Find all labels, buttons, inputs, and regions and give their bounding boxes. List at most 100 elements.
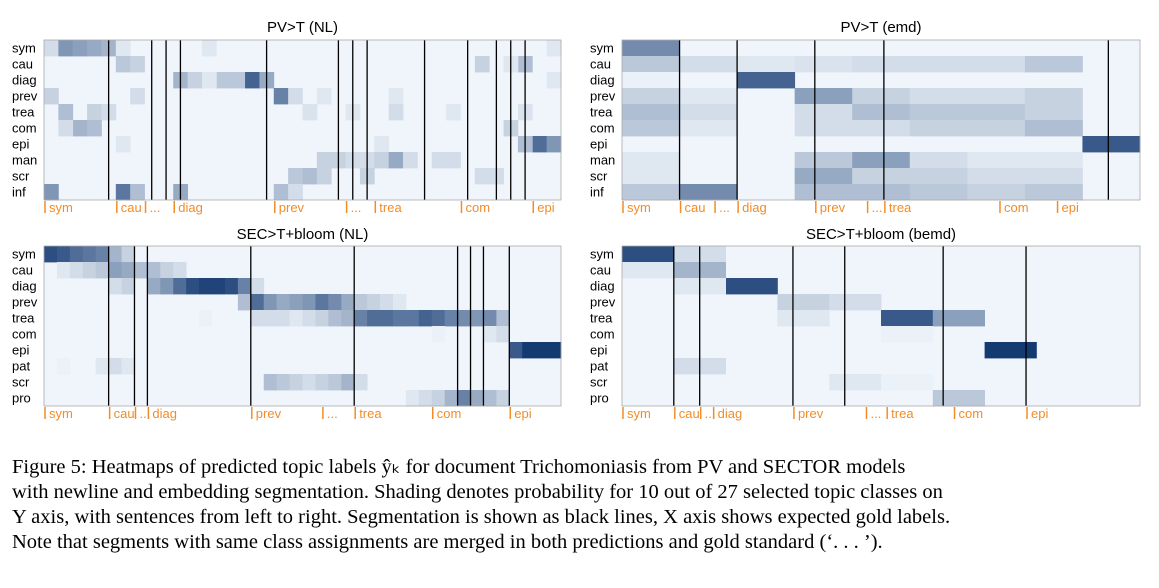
heatmap-cell (58, 104, 74, 121)
heatmap-cell (69, 262, 84, 279)
row-label: com (12, 121, 37, 136)
caption-line-1: Figure 5: Heatmaps of predicted topic la… (12, 456, 906, 478)
heatmap-cell (115, 56, 131, 73)
heatmap-cell (932, 310, 985, 327)
gold-label: cau (679, 406, 700, 421)
heatmap-cell (881, 374, 934, 391)
row-label: man (590, 153, 615, 168)
heatmap-cell (392, 294, 407, 311)
heatmap-cell (273, 184, 289, 201)
heatmap-cell (1024, 184, 1083, 201)
heatmap-cell (276, 374, 290, 391)
gold-label: epi (1062, 200, 1079, 215)
row-label: inf (12, 185, 26, 200)
panel-title: PV>T (NL) (267, 19, 338, 36)
heatmap-cell (967, 56, 1026, 73)
heatmap-cell (431, 310, 446, 327)
heatmap-cell (316, 152, 332, 169)
heatmap-cell (130, 88, 145, 105)
row-label: epi (12, 343, 29, 358)
heatmap-cell (95, 358, 110, 375)
gold-label: epi (1031, 406, 1048, 421)
heatmap-cell (470, 310, 484, 327)
gold-label: com (959, 406, 984, 421)
row-label: diag (12, 73, 37, 88)
heatmap-cell (446, 152, 461, 169)
gold-label: sym (49, 200, 73, 215)
heatmap-cell (909, 120, 968, 137)
heatmap-cell (909, 184, 968, 201)
gold-label: ... (719, 200, 730, 215)
row-label: trea (590, 311, 613, 326)
heatmap-cell (405, 390, 420, 407)
heatmap-cell (932, 390, 985, 407)
heatmap-cell (852, 168, 911, 185)
heatmap-cell (388, 152, 404, 169)
row-label: trea (12, 311, 35, 326)
gold-label: prev (820, 200, 846, 215)
row-label: cau (590, 263, 611, 278)
heatmap-cell (852, 56, 911, 73)
heatmap-cell (341, 310, 355, 327)
heatmap-cell (483, 390, 497, 407)
row-label: prev (590, 89, 616, 104)
gold-label: cau (685, 200, 706, 215)
heatmap-cell (302, 168, 318, 185)
heatmap-cell (82, 246, 97, 263)
gold-label: epi (514, 406, 531, 421)
gold-label: com (465, 200, 490, 215)
heatmap-cell (405, 310, 420, 327)
heatmap-cell (967, 152, 1026, 169)
gold-label: trea (359, 406, 382, 421)
heatmap-cell (392, 310, 407, 327)
heatmap-cell (1024, 104, 1083, 121)
heatmap-cell (418, 390, 433, 407)
gold-label: epi (537, 200, 554, 215)
heatmap-cell (474, 56, 490, 73)
heatmap-frame (43, 245, 562, 407)
row-label: trea (12, 105, 35, 120)
heatmap-cell (1024, 168, 1083, 185)
heatmap-cell (173, 278, 187, 295)
caption-line-2: with newline and embedding segmentation.… (12, 481, 943, 503)
heatmap-cell (302, 310, 316, 327)
heatmap-cell (87, 104, 102, 121)
heatmap-cell (546, 72, 562, 89)
heatmap-cell (622, 168, 680, 185)
row-label: prev (590, 295, 616, 310)
heatmap-cell (737, 56, 796, 73)
heatmap-cell (622, 56, 680, 73)
heatmap-cell (380, 294, 394, 311)
heatmap-cell (367, 310, 381, 327)
heatmap-cell (777, 294, 830, 311)
row-label: epi (590, 343, 607, 358)
heatmap-cell (509, 342, 523, 359)
heatmap-cell (115, 136, 131, 153)
heatmap-cell (909, 152, 968, 169)
heatmap-cell (44, 40, 59, 57)
heatmap-cell (250, 294, 265, 311)
heatmap-cell (276, 294, 290, 311)
heatmap-cell (881, 310, 934, 327)
heatmap-cell (147, 278, 161, 295)
gold-label: trea (889, 200, 912, 215)
row-label: scr (12, 375, 30, 390)
heatmap-cell (679, 120, 738, 137)
heatmap-cell (967, 184, 1026, 201)
heatmap-cell (224, 278, 239, 295)
row-label: com (590, 121, 615, 136)
heatmap-cell (245, 72, 260, 89)
heatmap-cell (679, 184, 738, 201)
heatmap-cell (737, 72, 796, 89)
heatmap-panel: PV>T (NL)symcaudiagprevtreacomepimanscri… (12, 19, 562, 215)
heatmap-cell (341, 294, 355, 311)
gold-label: prev (279, 200, 305, 215)
row-label: man (12, 153, 37, 168)
heatmap-cell (496, 326, 510, 343)
heatmap-cell (316, 88, 332, 105)
heatmap-cell (483, 310, 497, 327)
row-label: trea (590, 105, 613, 120)
heatmap-cell (95, 246, 110, 263)
heatmap-cell (829, 374, 882, 391)
heatmap-cell (483, 326, 497, 343)
